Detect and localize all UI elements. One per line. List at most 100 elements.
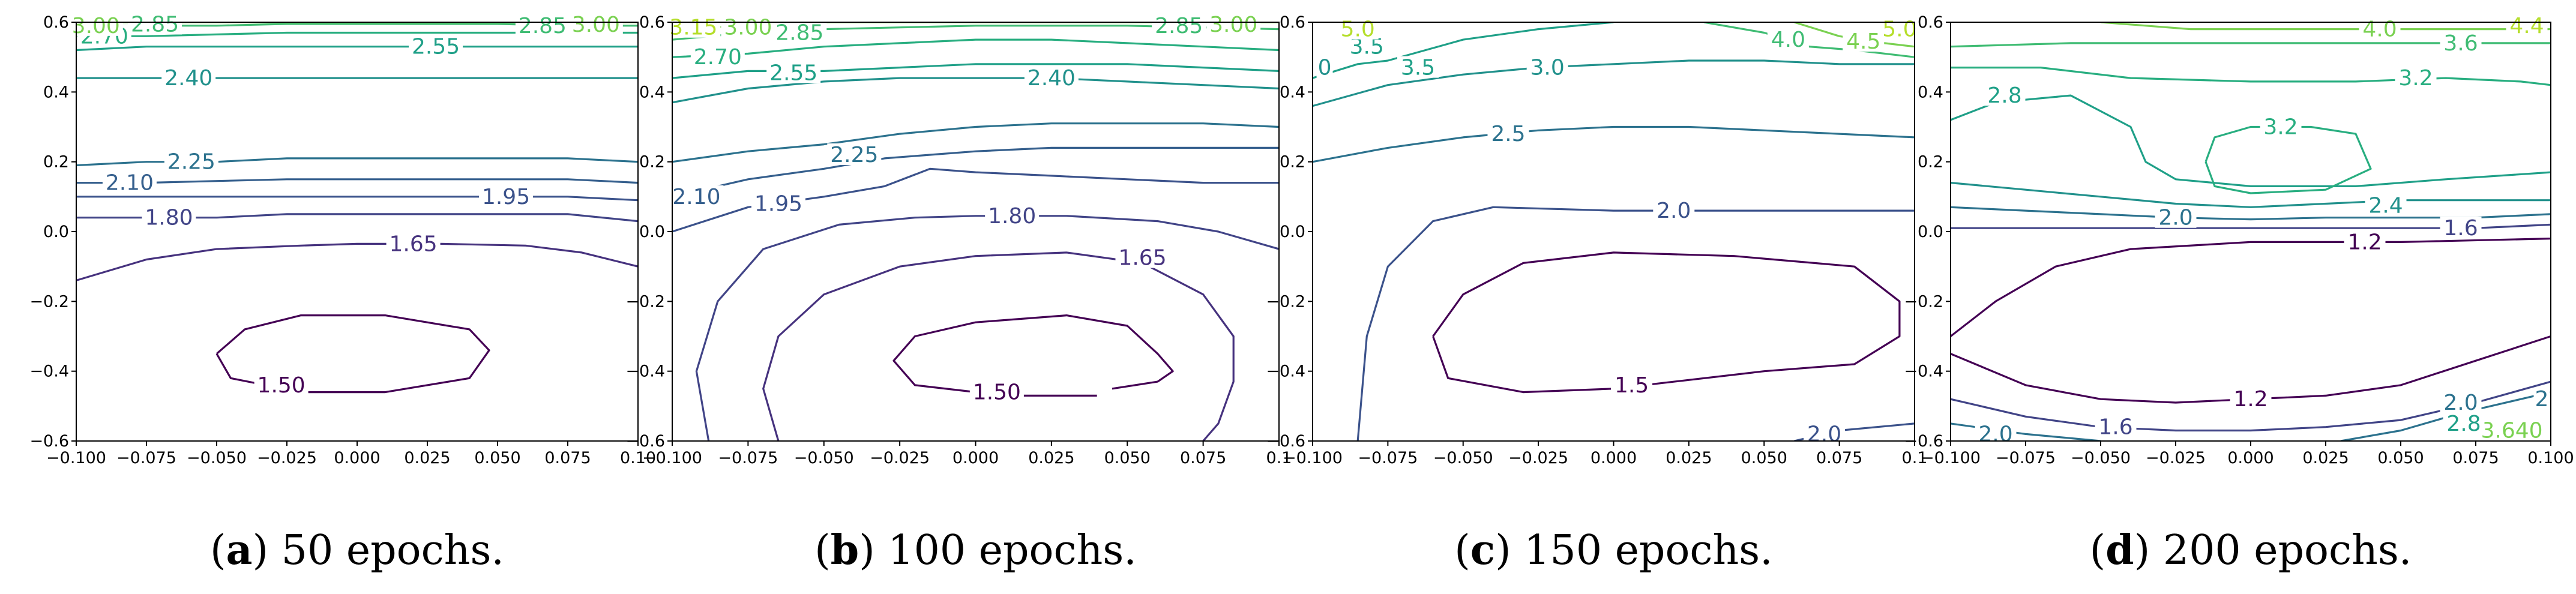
y-tick-label: −0.6 [29, 432, 69, 451]
plot-frame [76, 22, 639, 442]
y-tick-label: −0.2 [29, 292, 69, 311]
x-tick-label: 0.000 [2227, 449, 2274, 467]
contour-label: 4.0 [1771, 28, 1805, 52]
contour-label: 2.85 [775, 20, 823, 45]
panel-c: 1.52.02.02.53.03.54.0 4.503.55.0 5.00.60.4… [1266, 13, 1927, 574]
contour-label: 2.0 [2443, 391, 2478, 415]
contour-label: 1.2 [2233, 387, 2268, 412]
contour-line-1-95 [76, 196, 638, 202]
contour-label: 5.0 [1882, 17, 1916, 42]
contour-label: 2.4 [2368, 193, 2403, 218]
contour-label: 3.2 [2398, 66, 2433, 91]
y-tick-label: 0.4 [1918, 83, 1943, 101]
y-tick-label: −0.6 [1904, 432, 1943, 451]
contour-line-1-80 [695, 215, 1279, 441]
contour-label: 2.55 [412, 35, 460, 59]
contour-label: 2.85 [519, 14, 567, 38]
y-tick-label: 0.2 [1918, 153, 1943, 172]
contour-label: 2.25 [830, 143, 878, 167]
y-tick-label: −0.4 [1904, 362, 1943, 381]
y-tick-label: 0.6 [639, 13, 665, 32]
x-tick-label: −0.100 [1921, 449, 1981, 467]
contour-label: 3.00 [572, 13, 620, 37]
contour-label: 2.40 [1028, 66, 1076, 91]
contour-line-1-50 [892, 314, 1174, 397]
x-tick-label: −0.025 [2146, 449, 2206, 467]
contour-label: 1.2 [2347, 230, 2382, 254]
contour-line-3-5 [1313, 22, 1614, 79]
contour-line-1-5 [1432, 251, 1901, 394]
y-tick-label: 0.6 [43, 13, 69, 32]
contour-line-1-65 [762, 251, 1235, 441]
contour-label: 4.5 [1846, 29, 1880, 54]
y-tick-label: 0.6 [1280, 13, 1305, 32]
contour-line-2-40 [672, 77, 1279, 104]
contour-labels: 1.52.02.02.53.03.54.0 4.503.55.0 5.0 [1316, 17, 1921, 446]
contour-line-2-8 [1951, 94, 2551, 187]
contour-label: 3.5 [1401, 56, 1435, 80]
panel-caption: (a) 50 epochs. [210, 526, 504, 574]
contour-label: 2.10 [672, 185, 720, 209]
x-tick-label: 0.050 [2377, 449, 2424, 467]
y-tick-label: 0.2 [43, 153, 69, 172]
contour-label: 3.6 [2443, 31, 2478, 56]
contour-line-2-0 [1356, 206, 1915, 441]
contour-line-2-25 [76, 157, 638, 167]
x-tick-label: 0.050 [474, 449, 520, 467]
contour-label: 1.95 [482, 185, 530, 209]
panel-d: 1.2 1.2 1.6 1.6 2.0 2.0 2.0 2.4 2.8 3.2 3.2 3.6 4.0 4… [1904, 13, 2574, 574]
panel-a: 1.501.651.801.952.102.252.402.552.70 2.85… [29, 12, 656, 574]
x-tick-label: 0.000 [1590, 449, 1637, 467]
x-tick-label: 0.025 [2302, 449, 2349, 467]
contour-label: 3.00 [1209, 13, 1257, 37]
x-tick-label: 0.1 [1902, 449, 1928, 467]
x-tick-label: 0.100 [2527, 449, 2574, 467]
x-tick-label: −0.050 [794, 449, 854, 467]
contour-label: 0 [1318, 56, 1332, 80]
contour-line-1-65 [76, 242, 638, 281]
contour-label: 5.0 [1341, 17, 1375, 42]
x-tick-label: 0.1 [1266, 449, 1292, 467]
x-tick-label: −0.075 [1996, 449, 2056, 467]
y-tick-label: −0.6 [1266, 432, 1305, 451]
x-tick-label: −0.025 [1508, 449, 1568, 467]
y-tick-label: −0.6 [625, 432, 665, 451]
contour-line-4-0 [1703, 22, 1915, 58]
contour-label: 2.70 [694, 45, 742, 70]
y-tick-label: −0.2 [1904, 292, 1943, 311]
contour-labels: 1.50 1.65 1.80 1.95 2.10 2.25 2.40 2.55 2.70 2.85… [666, 13, 1261, 405]
x-tick-label: 0.050 [1104, 449, 1151, 467]
contour-line-2-55 [672, 63, 1279, 79]
y-tick-label: 0.0 [1918, 223, 1943, 241]
x-tick-label: 0.025 [1666, 449, 1712, 467]
y-tick-label: 0.0 [1280, 223, 1305, 241]
contour-label: 2.0 [1978, 422, 2012, 446]
panel-caption: (b) 100 epochs. [814, 526, 1137, 574]
y-tick-label: 0.2 [639, 153, 665, 172]
x-tick-label: 0.075 [1816, 449, 1862, 467]
y-tick-label: −0.2 [625, 292, 665, 311]
contour-label: 2.0 [1807, 422, 1841, 446]
x-tick-label: 0.025 [1028, 449, 1074, 467]
x-tick-label: 0.025 [404, 449, 450, 467]
x-tick-label: −0.100 [642, 449, 702, 467]
x-tick-label: 0.000 [952, 449, 999, 467]
contour-label: 2.0 [2158, 206, 2192, 230]
contour-label: 2.85 [131, 12, 179, 37]
x-tick-label: −0.050 [187, 449, 247, 467]
contour-line-1-2 [1951, 238, 2551, 337]
contour-label: 1.5 [1615, 373, 1649, 398]
contour-line-2-10 [76, 178, 638, 184]
contour-label: 3.00 [724, 16, 772, 40]
contour-label: 1.50 [257, 373, 305, 398]
x-tick-label: 0.075 [544, 449, 591, 467]
contour-label: 1.65 [1118, 246, 1166, 271]
contour-label: 2.5 [1491, 122, 1525, 146]
contour-line-2-0 [1951, 422, 2101, 441]
x-tick-label: −0.100 [1283, 449, 1343, 467]
contour-line-2-55 [76, 46, 638, 52]
contour-lines [1313, 22, 1915, 441]
contour-line-3-0 [1313, 59, 1915, 107]
x-tick-label: −0.025 [870, 449, 930, 467]
x-tick-label: −0.050 [1433, 449, 1493, 467]
